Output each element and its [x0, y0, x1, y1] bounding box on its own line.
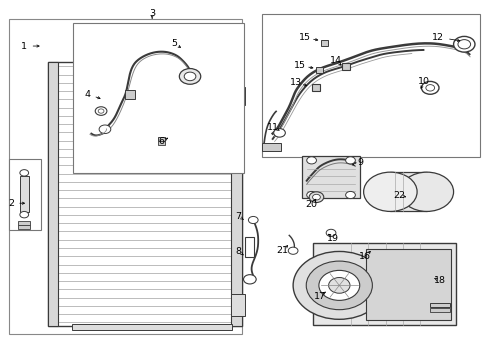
Circle shape — [345, 157, 355, 164]
Circle shape — [328, 278, 349, 293]
Circle shape — [325, 229, 335, 237]
Circle shape — [248, 216, 258, 224]
Bar — [19, 225, 30, 229]
Circle shape — [20, 211, 29, 218]
Circle shape — [306, 192, 316, 199]
Bar — [73, 23, 243, 173]
Circle shape — [305, 261, 372, 310]
Circle shape — [308, 192, 323, 203]
Bar — [20, 176, 29, 212]
Text: 7: 7 — [235, 212, 241, 221]
Text: 14: 14 — [329, 56, 341, 65]
Bar — [429, 302, 449, 307]
Text: 9: 9 — [357, 158, 363, 167]
Bar — [341, 63, 350, 70]
Circle shape — [363, 172, 416, 211]
Text: 15: 15 — [299, 33, 311, 42]
Text: 20: 20 — [305, 200, 317, 209]
Bar — [231, 62, 242, 327]
Bar — [389, 172, 426, 211]
Text: 6: 6 — [159, 137, 164, 146]
Text: 4: 4 — [85, 90, 91, 99]
Circle shape — [306, 157, 316, 164]
Circle shape — [179, 68, 201, 84]
Text: 8: 8 — [235, 247, 241, 256]
Bar — [301, 156, 360, 198]
Bar — [72, 324, 232, 330]
Circle shape — [98, 109, 104, 113]
Circle shape — [421, 81, 438, 94]
Text: 5: 5 — [171, 39, 177, 48]
Text: 3: 3 — [149, 9, 155, 18]
Text: 10: 10 — [418, 77, 429, 86]
Circle shape — [399, 172, 453, 211]
Text: 16: 16 — [358, 252, 370, 261]
Text: 19: 19 — [326, 234, 338, 243]
Text: 22: 22 — [392, 190, 404, 199]
Bar — [312, 243, 455, 325]
Bar — [47, 62, 242, 327]
Circle shape — [99, 125, 111, 134]
Circle shape — [453, 36, 474, 52]
Text: 18: 18 — [433, 276, 445, 285]
Text: 12: 12 — [431, 33, 443, 42]
Bar — [19, 221, 30, 225]
Bar — [158, 141, 165, 145]
Circle shape — [95, 107, 107, 115]
Circle shape — [318, 270, 359, 300]
Text: 15: 15 — [294, 61, 306, 70]
Circle shape — [312, 194, 320, 200]
Bar — [366, 249, 450, 320]
Text: 1: 1 — [20, 41, 27, 50]
Bar — [125, 90, 135, 99]
Bar — [321, 40, 327, 46]
Bar — [262, 143, 281, 151]
Bar — [231, 87, 244, 105]
Bar — [245, 237, 254, 257]
Bar — [9, 19, 242, 334]
Text: 13: 13 — [289, 78, 301, 87]
Bar — [231, 294, 244, 316]
Circle shape — [457, 40, 469, 49]
Circle shape — [273, 129, 285, 137]
Bar — [158, 137, 165, 141]
Bar — [316, 67, 323, 73]
Text: 21: 21 — [276, 246, 288, 255]
Bar — [261, 14, 479, 157]
Circle shape — [243, 275, 256, 284]
Text: 17: 17 — [313, 292, 325, 301]
Bar — [429, 308, 449, 312]
Circle shape — [345, 192, 355, 199]
Circle shape — [425, 85, 434, 91]
Circle shape — [20, 170, 29, 176]
Text: 11: 11 — [266, 123, 278, 132]
Bar — [311, 84, 320, 91]
Bar — [9, 158, 41, 230]
Circle shape — [292, 251, 385, 319]
Circle shape — [184, 72, 196, 81]
Bar — [47, 62, 58, 327]
Circle shape — [287, 247, 297, 254]
Text: 2: 2 — [8, 199, 14, 208]
